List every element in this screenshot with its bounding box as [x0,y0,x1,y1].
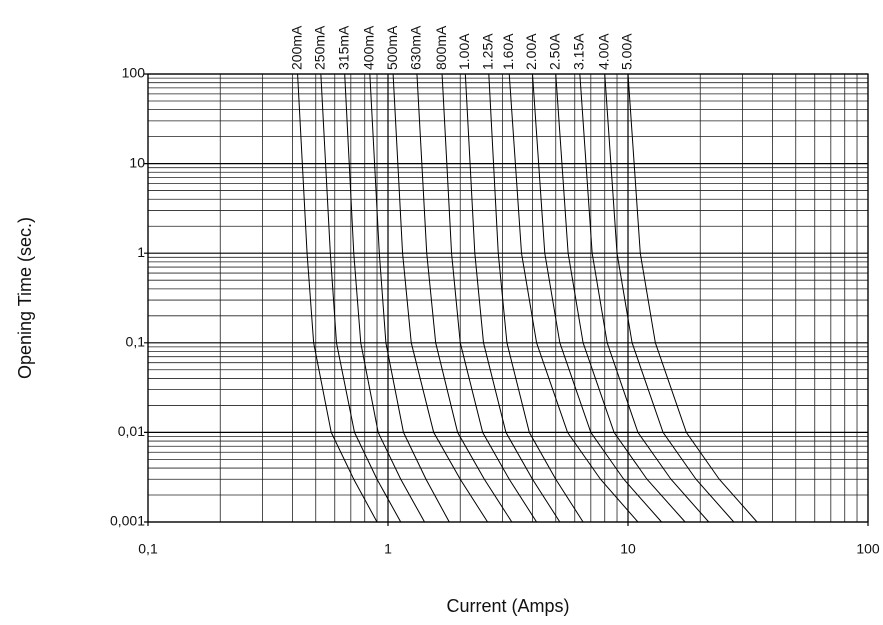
series-label: 400mA [361,25,377,70]
y-tick-label: 10 [129,154,145,170]
fuse-curve [392,73,489,523]
y-tick-label: 0,01 [118,423,145,439]
series-label: 315mA [335,25,351,70]
series-label: 2.00A [523,33,539,70]
y-tick-label: 1 [137,244,145,260]
fuse-curve [488,73,584,523]
y-axis-label: Opening Time (sec.) [15,217,35,379]
fuse-curve [579,73,710,523]
series-label: 1.60A [500,33,516,70]
fuse-curve [508,73,639,523]
fuse-curve [627,73,758,523]
series-label: 1.25A [480,33,496,70]
series-label: 1.00A [456,33,472,70]
fuse-curve [555,73,686,523]
series-label: 630mA [408,25,424,70]
series-label: 5.00A [619,33,635,70]
y-tick-label: 0,1 [126,334,146,350]
fuse-curve [344,73,425,523]
x-tick-label: 100 [856,541,880,557]
x-tick-label: 10 [620,541,636,557]
y-tick-label: 0,001 [110,513,145,529]
fuse-curve [531,73,662,523]
fuse-curve [369,73,450,523]
x-tick-label: 1 [384,541,392,557]
fuse-curve [416,73,513,523]
x-tick-label: 0,1 [138,541,158,557]
fuse-curve [297,73,378,523]
fuse-curve [464,73,561,523]
plot-frame [147,73,869,523]
series-label: 200mA [288,25,304,70]
series-label: 250mA [312,25,328,70]
fuse-curve [441,73,538,523]
series-label: 3.15A [571,33,587,70]
y-tick-label: 100 [122,65,146,81]
fuse-curve [320,73,402,523]
x-axis-label: Current (Amps) [446,596,569,616]
series-label: 500mA [384,25,400,70]
series-label: 800mA [433,25,449,70]
fuse-curve [604,73,735,523]
series-label: 2.50A [547,33,563,70]
series-label: 4.00A [595,33,611,70]
